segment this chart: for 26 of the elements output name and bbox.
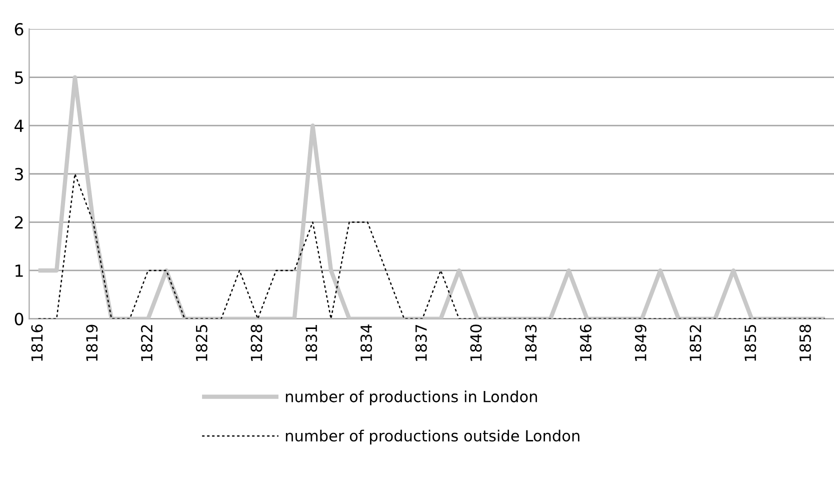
y-tick-label: 3 xyxy=(14,168,23,180)
y-tick-label: 1 xyxy=(16,264,23,277)
x-tick-label: 1828 xyxy=(250,324,262,361)
line-series xyxy=(36,75,827,319)
x-tick-label: 1822 xyxy=(140,325,153,361)
x-tick-label: 1849 xyxy=(634,324,646,361)
x-tick-label: 1840 xyxy=(470,324,482,361)
x-tick-label: 1837 xyxy=(415,324,427,361)
x-tick-label: 1843 xyxy=(525,324,537,361)
x-tick-label: 1816 xyxy=(31,324,43,361)
y-tick-label: 2 xyxy=(14,216,23,229)
legend-label: number of productions outside London xyxy=(286,430,580,445)
x-tick-label: 1825 xyxy=(196,324,208,361)
legend-label: number of productions in London xyxy=(286,390,537,406)
y-tick-label: 5 xyxy=(15,71,23,84)
x-tick-label: 1831 xyxy=(306,325,318,361)
x-tick-label: 1819 xyxy=(86,324,98,361)
x-tick-label: 1858 xyxy=(799,324,811,361)
x-tick-label: 1846 xyxy=(580,324,592,361)
line-series xyxy=(38,173,826,319)
x-tick-label: 1834 xyxy=(360,324,372,361)
y-tick-label: 6 xyxy=(14,22,24,36)
y-tick-label: 0 xyxy=(14,312,24,326)
x-tick-label: 1855 xyxy=(744,324,756,361)
y-tick-label: 4 xyxy=(14,120,24,132)
x-tick-label: 1852 xyxy=(690,325,702,361)
